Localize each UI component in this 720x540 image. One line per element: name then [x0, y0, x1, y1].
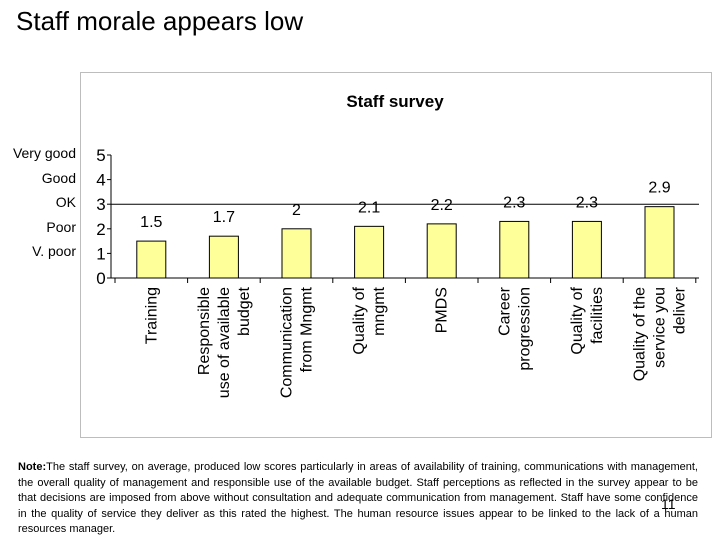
- category-label: service you: [652, 287, 669, 368]
- y-tick-label: 4: [96, 171, 105, 190]
- category-label: Responsible: [196, 287, 213, 375]
- chart-frame: Staff survey 0 1 2 3 4 5 1.5 Training 1.7 Responsi…: [80, 72, 712, 438]
- data-label: 1.7: [213, 209, 235, 226]
- bar: [644, 206, 675, 279]
- note-text: The staff survey, on average, produced l…: [18, 461, 698, 535]
- category-label: Communication: [279, 287, 296, 398]
- slide-number: 11: [661, 496, 676, 512]
- staff-survey-chart: Staff survey 0 1 2 3 4 5 1.5 Training 1.7 Responsi…: [96, 92, 699, 398]
- category-label: PMDS: [434, 287, 451, 333]
- category-label: use of available: [216, 287, 233, 398]
- data-label: 2.2: [431, 197, 453, 214]
- category-label: budget: [236, 286, 253, 335]
- y-tick-label: 5: [96, 146, 105, 165]
- rating-label: Very good: [12, 145, 76, 161]
- bar: [499, 220, 530, 279]
- y-tick-label: 3: [96, 195, 105, 214]
- chart-title: Staff survey: [346, 92, 444, 111]
- data-label: 2: [292, 202, 301, 219]
- y-tick-label: 0: [96, 269, 105, 288]
- bar: [281, 228, 312, 279]
- rating-label: Poor: [46, 218, 76, 235]
- rating-label: Good: [41, 169, 76, 186]
- category-label: Quality of the: [632, 287, 649, 381]
- y-tick-label: 1: [96, 244, 105, 263]
- bar: [426, 223, 457, 279]
- category-label: deliver: [672, 286, 689, 334]
- slide-title: Staff morale appears low: [16, 6, 304, 36]
- rating-label: OK: [55, 194, 76, 211]
- data-label: 2.9: [648, 180, 670, 197]
- bar: [571, 220, 602, 279]
- category-label: mngmt: [371, 286, 388, 335]
- note: Note:The staff survey, on average, produ…: [18, 460, 698, 538]
- category-label: progression: [516, 287, 533, 371]
- category-label: Quality of: [569, 286, 586, 354]
- y-tick-label: 2: [96, 220, 105, 239]
- category-label: Quality of: [351, 286, 368, 354]
- bar: [354, 225, 385, 279]
- bar: [136, 240, 167, 279]
- category-label: facilities: [589, 287, 606, 344]
- data-label: 2.3: [576, 194, 598, 211]
- data-label: 2.3: [503, 194, 525, 211]
- rating-label: V. poor: [32, 243, 76, 260]
- note-label: Note:: [18, 461, 47, 473]
- category-label: Career: [496, 286, 513, 336]
- bar: [208, 235, 239, 279]
- category-label: from Mngmt: [299, 286, 316, 372]
- category-label: Training: [143, 287, 160, 344]
- data-label: 2.1: [358, 199, 380, 216]
- data-label: 1.5: [140, 214, 162, 231]
